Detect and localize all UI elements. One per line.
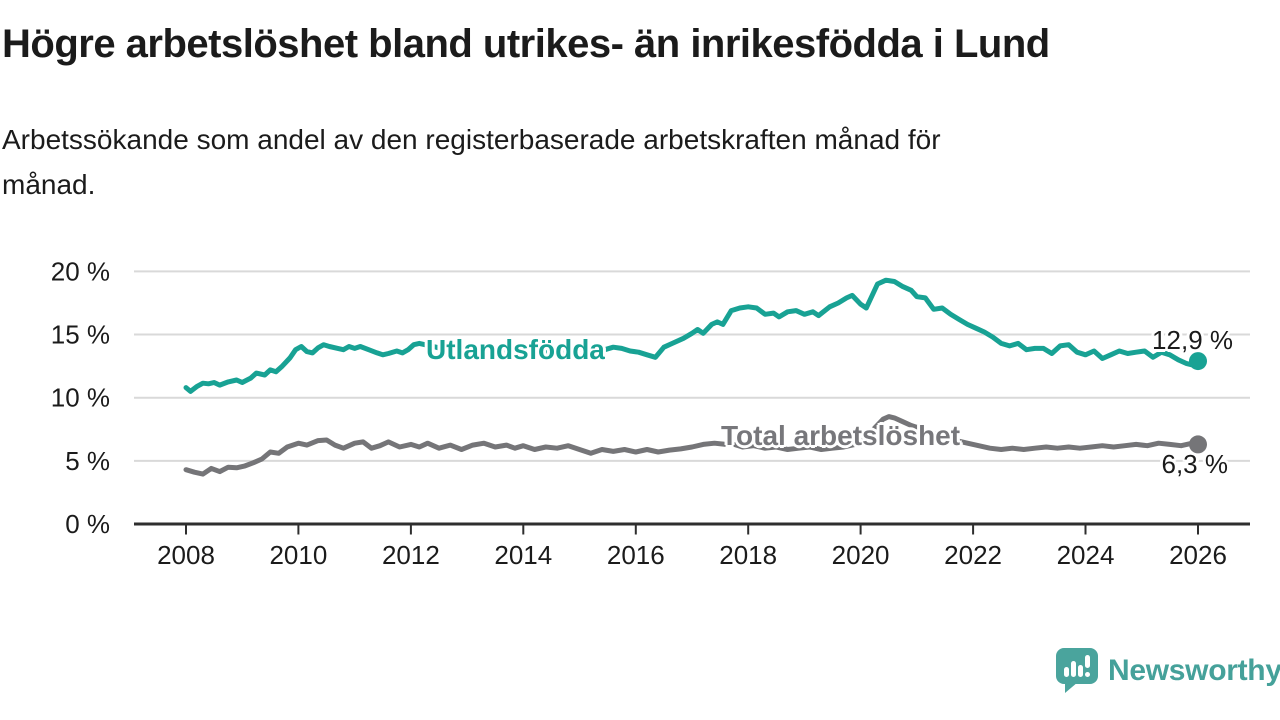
logo-exclamation-stem	[1085, 655, 1090, 668]
y-tick-label-0: 0 %	[65, 509, 110, 539]
x-tick-label-2010: 2010	[269, 540, 327, 570]
chart-title: Högre arbetslöshet bland utrikes- än inr…	[2, 22, 1050, 66]
y-tick-label-5: 5 %	[65, 446, 110, 476]
end-value-label-utlandsfodda: 12,9 %	[1152, 325, 1233, 355]
end-value-label-total: 6,3 %	[1161, 449, 1229, 479]
series-line-1	[183, 414, 1201, 477]
chart-subtitle-line1: Arbetssökande som andel av den registerb…	[2, 124, 941, 155]
series-line-0	[183, 277, 1201, 394]
logo-bar-1	[1064, 667, 1069, 677]
x-tick-label-2014: 2014	[494, 540, 552, 570]
x-tick-label-2020: 2020	[832, 540, 890, 570]
series-label-total-arbetsloshet: Total arbetslöshet	[721, 420, 961, 451]
x-tick-label-2016: 2016	[607, 540, 665, 570]
logo-bar-2	[1071, 661, 1076, 677]
line-chart: 0 % 5 % 10 % 15 % 20 % 2008 2010 2012 2014 2016 20…	[51, 256, 1250, 570]
logo-bar-3	[1078, 665, 1083, 677]
y-tick-label-20: 20 %	[51, 256, 110, 286]
x-tick-label-2022: 2022	[944, 540, 1002, 570]
logo-speech-bubble	[1065, 682, 1078, 693]
logo-exclamation-dot	[1085, 672, 1090, 677]
chart-subtitle-line2: månad.	[2, 168, 96, 200]
y-tick-label-15: 15 %	[51, 320, 110, 350]
x-tick-label-2026: 2026	[1169, 540, 1227, 570]
newsworthy-logo-icon	[1056, 648, 1098, 693]
logo-bubble-body	[1056, 648, 1098, 684]
x-tick-label-2018: 2018	[719, 540, 777, 570]
brand-name: Newsworthy	[1108, 654, 1280, 687]
x-tick-label-2012: 2012	[382, 540, 440, 570]
chart-subtitle: Arbetssökande som andel av den registerb…	[2, 118, 941, 208]
newsworthy-logo: Newsworthy	[1056, 648, 1280, 694]
series-label-utlandsfodda: Utlandsfödda	[426, 334, 605, 365]
endpoint-dot-1	[1189, 435, 1207, 454]
x-tick-label-2008: 2008	[157, 540, 215, 570]
x-tick-label-2024: 2024	[1057, 540, 1115, 570]
y-tick-label-10: 10 %	[51, 383, 110, 413]
endpoint-dot-0	[1189, 352, 1207, 371]
